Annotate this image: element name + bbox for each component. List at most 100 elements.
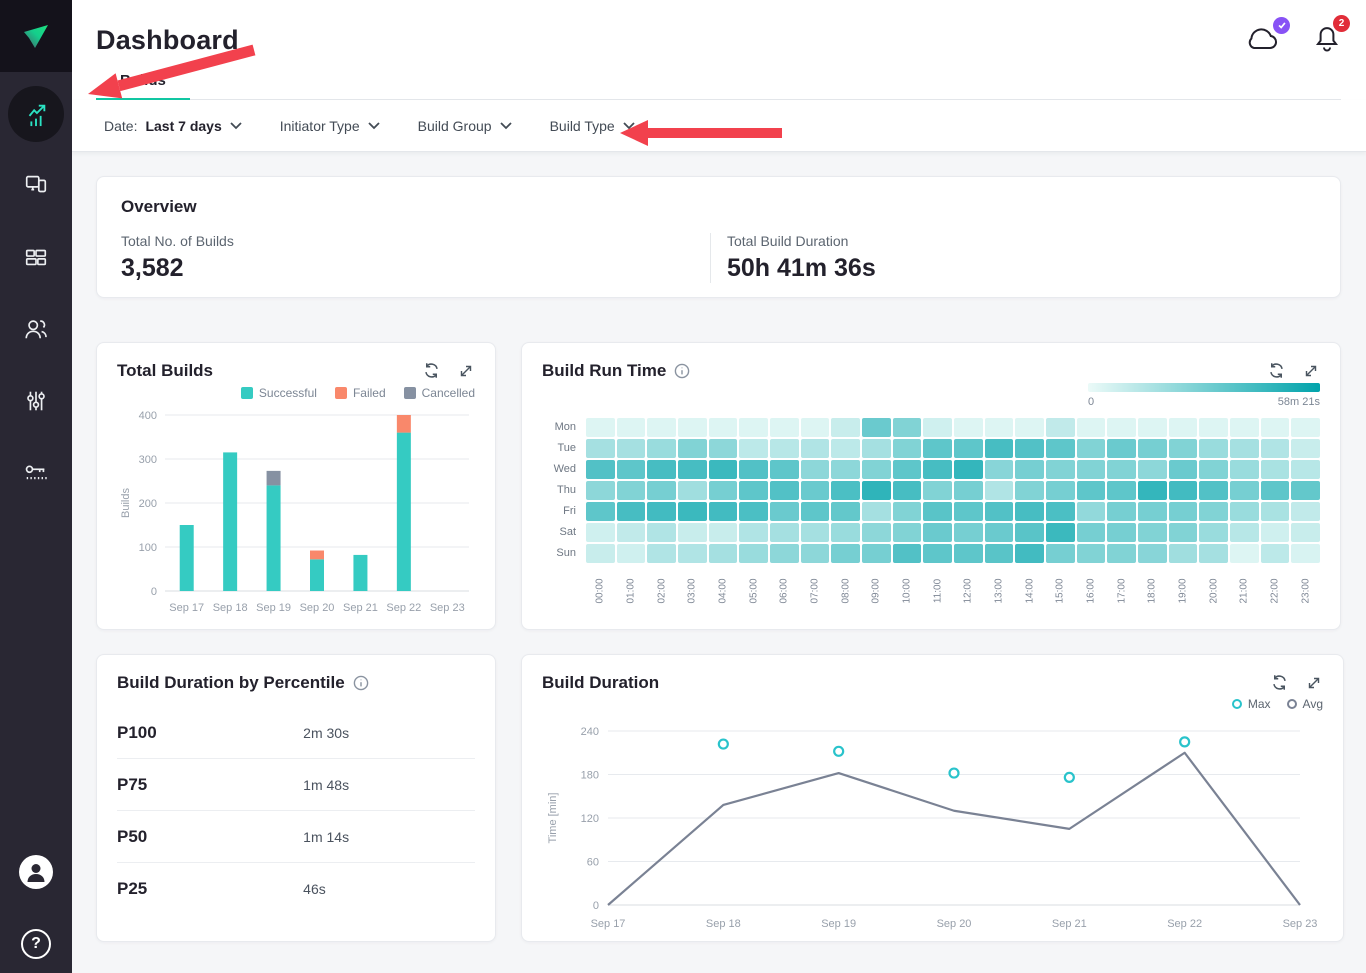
heatmap-cell[interactable] [709, 481, 738, 500]
heatmap-cell[interactable] [1291, 502, 1320, 521]
heatmap-cell[interactable] [1107, 544, 1136, 563]
notifications-button[interactable]: 2 [1313, 22, 1341, 58]
heatmap-cell[interactable] [1015, 460, 1044, 479]
heatmap-cell[interactable] [1291, 439, 1320, 458]
heatmap-cell[interactable] [1199, 460, 1228, 479]
heatmap-cell[interactable] [862, 460, 891, 479]
heatmap-cell[interactable] [862, 439, 891, 458]
heatmap-cell[interactable] [985, 481, 1014, 500]
heatmap-cell[interactable] [893, 502, 922, 521]
heatmap-cell[interactable] [1291, 418, 1320, 437]
heatmap-cell[interactable] [1261, 460, 1290, 479]
heatmap-cell[interactable] [893, 481, 922, 500]
heatmap-cell[interactable] [709, 460, 738, 479]
heatmap-cell[interactable] [893, 544, 922, 563]
heatmap-cell[interactable] [617, 460, 646, 479]
heatmap-cell[interactable] [1291, 460, 1320, 479]
heatmap-cell[interactable] [1199, 439, 1228, 458]
tab-builds[interactable]: Builds [96, 72, 190, 99]
heatmap-cell[interactable] [1169, 418, 1198, 437]
heatmap-cell[interactable] [770, 418, 799, 437]
heatmap-cell[interactable] [647, 502, 676, 521]
heatmap-cell[interactable] [617, 523, 646, 542]
heatmap-cell[interactable] [647, 439, 676, 458]
heatmap-cell[interactable] [709, 439, 738, 458]
heatmap-cell[interactable] [1169, 439, 1198, 458]
heatmap-cell[interactable] [862, 523, 891, 542]
info-icon[interactable] [674, 363, 690, 379]
heatmap-cell[interactable] [678, 481, 707, 500]
heatmap-cell[interactable] [617, 439, 646, 458]
heatmap-cell[interactable] [770, 460, 799, 479]
heatmap-cell[interactable] [617, 502, 646, 521]
heatmap-cell[interactable] [1169, 460, 1198, 479]
heatmap-cell[interactable] [586, 439, 615, 458]
heatmap-cell[interactable] [1261, 481, 1290, 500]
heatmap-cell[interactable] [1046, 502, 1075, 521]
heatmap-cell[interactable] [1077, 439, 1106, 458]
heatmap-cell[interactable] [770, 481, 799, 500]
heatmap-cell[interactable] [1199, 502, 1228, 521]
heatmap-cell[interactable] [1107, 460, 1136, 479]
heatmap-cell[interactable] [831, 502, 860, 521]
heatmap-cell[interactable] [1169, 544, 1198, 563]
heatmap-cell[interactable] [647, 523, 676, 542]
heatmap-cell[interactable] [1107, 439, 1136, 458]
heatmap-cell[interactable] [985, 523, 1014, 542]
heatmap-cell[interactable] [1230, 481, 1259, 500]
heatmap-cell[interactable] [678, 439, 707, 458]
heatmap-cell[interactable] [893, 439, 922, 458]
heatmap-cell[interactable] [678, 523, 707, 542]
heatmap-cell[interactable] [647, 544, 676, 563]
heatmap-cell[interactable] [647, 481, 676, 500]
heatmap-cell[interactable] [617, 418, 646, 437]
refresh-icon[interactable] [422, 361, 441, 380]
heatmap-cell[interactable] [923, 439, 952, 458]
heatmap-cell[interactable] [739, 481, 768, 500]
heatmap-cell[interactable] [831, 481, 860, 500]
heatmap-cell[interactable] [923, 502, 952, 521]
heatmap-cell[interactable] [1015, 523, 1044, 542]
heatmap-cell[interactable] [1046, 460, 1075, 479]
heatmap-cell[interactable] [1138, 544, 1167, 563]
sidebar-item-apps[interactable] [0, 149, 72, 221]
heatmap-cell[interactable] [1230, 544, 1259, 563]
heatmap-cell[interactable] [1199, 523, 1228, 542]
heatmap-cell[interactable] [923, 523, 952, 542]
sidebar-item-dashboards[interactable] [0, 221, 72, 293]
heatmap-cell[interactable] [1261, 418, 1290, 437]
heatmap-cell[interactable] [1138, 418, 1167, 437]
heatmap-cell[interactable] [862, 502, 891, 521]
heatmap-cell[interactable] [1015, 544, 1044, 563]
heatmap-cell[interactable] [1077, 481, 1106, 500]
heatmap-cell[interactable] [923, 544, 952, 563]
expand-icon[interactable] [457, 362, 475, 380]
heatmap-cell[interactable] [985, 418, 1014, 437]
heatmap-cell[interactable] [1015, 481, 1044, 500]
heatmap-cell[interactable] [831, 439, 860, 458]
heatmap-cell[interactable] [1291, 544, 1320, 563]
heatmap-cell[interactable] [586, 544, 615, 563]
heatmap-cell[interactable] [739, 523, 768, 542]
heatmap-cell[interactable] [617, 544, 646, 563]
heatmap-cell[interactable] [1169, 481, 1198, 500]
heatmap-cell[interactable] [985, 502, 1014, 521]
heatmap-cell[interactable] [954, 502, 983, 521]
heatmap-cell[interactable] [1077, 544, 1106, 563]
heatmap-cell[interactable] [739, 502, 768, 521]
heatmap-cell[interactable] [1199, 544, 1228, 563]
heatmap-cell[interactable] [801, 544, 830, 563]
heatmap-cell[interactable] [954, 481, 983, 500]
heatmap-cell[interactable] [678, 502, 707, 521]
heatmap-cell[interactable] [1230, 523, 1259, 542]
heatmap-cell[interactable] [1046, 481, 1075, 500]
heatmap-cell[interactable] [954, 439, 983, 458]
heatmap-cell[interactable] [1261, 544, 1290, 563]
heatmap-cell[interactable] [1169, 502, 1198, 521]
heatmap-cell[interactable] [678, 544, 707, 563]
filter-build-group[interactable]: Build Group [418, 118, 512, 134]
heatmap-cell[interactable] [1077, 523, 1106, 542]
heatmap-cell[interactable] [709, 523, 738, 542]
app-logo[interactable] [0, 0, 72, 72]
heatmap-cell[interactable] [831, 544, 860, 563]
